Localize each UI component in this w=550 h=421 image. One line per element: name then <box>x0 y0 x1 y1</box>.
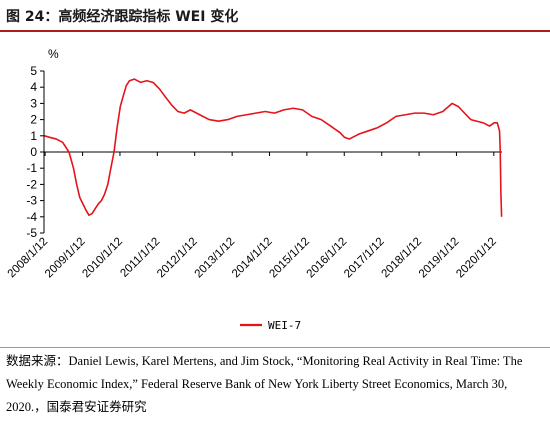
y-unit-label: % <box>48 47 59 61</box>
x-axis: 2008/1/122009/1/122010/1/122011/1/122012… <box>6 151 502 281</box>
source-rule <box>0 347 550 348</box>
y-tick-label: -2 <box>26 177 37 191</box>
y-tick-label: -5 <box>26 226 37 240</box>
y-tick-label: -4 <box>26 210 37 224</box>
figure-title: 图 24：高频经济跟踪指标 WEI 变化 <box>6 9 239 25</box>
series-line-wei-7 <box>44 78 503 217</box>
source-note: 数据来源：Daniel Lewis, Karel Mertens, and Ji… <box>6 354 523 414</box>
y-tick-label: -1 <box>26 161 37 175</box>
y-tick-label: 4 <box>30 80 37 94</box>
legend: WEI-7 <box>240 319 301 332</box>
legend-label-wei-7: WEI-7 <box>268 319 301 332</box>
y-tick-label: 3 <box>30 96 37 110</box>
wei-line-chart: % 5 4 3 2 1 0 -1 -2 -3 -4 -5 2008/1/122009/1/12201… <box>6 47 503 332</box>
title-rule <box>0 30 550 32</box>
y-tick-label: 5 <box>30 64 37 78</box>
x-tick-label: 2020/1/12 <box>454 236 499 281</box>
series-layer <box>44 78 503 217</box>
y-tick-label: 2 <box>30 113 37 127</box>
x-tick-label: 2010/1/12 <box>80 236 125 281</box>
y-axis: 5 4 3 2 1 0 -1 -2 -3 -4 -5 <box>26 64 45 240</box>
y-tick-label: -3 <box>26 194 37 208</box>
y-tick-label: 1 <box>30 129 37 143</box>
y-tick-label: 0 <box>30 145 37 159</box>
